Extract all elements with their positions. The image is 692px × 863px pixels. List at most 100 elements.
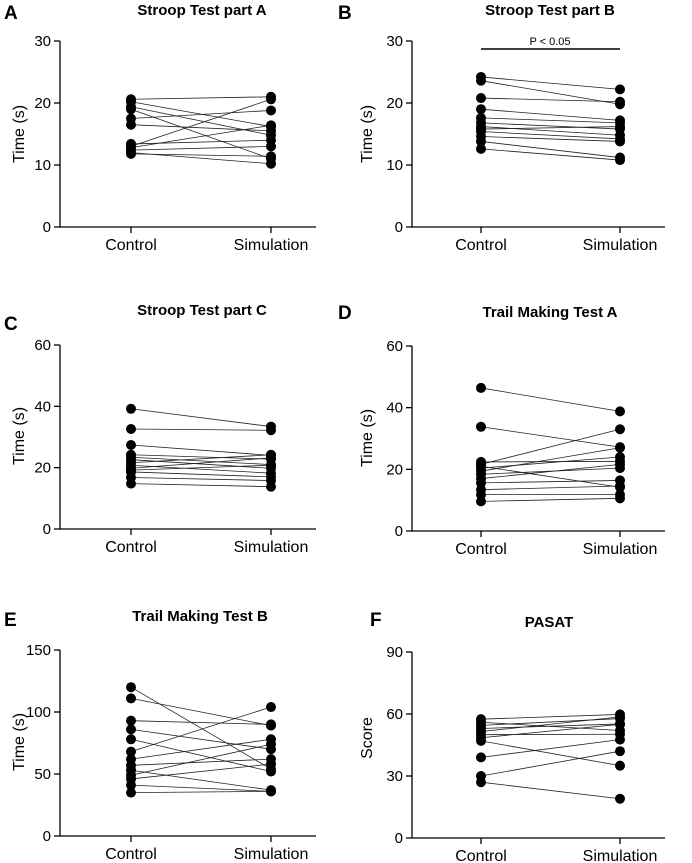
control-point: [126, 119, 136, 130]
simulation-point: [615, 746, 625, 757]
simulation-point: [615, 84, 625, 95]
pair-line: [480, 97, 621, 103]
panel-letter: C: [4, 314, 18, 335]
simulation-point: [266, 766, 276, 777]
simulation-point: [615, 734, 625, 745]
x-tick-label: Control: [455, 237, 507, 254]
pair-line: [130, 96, 272, 100]
pair-line: [130, 464, 272, 471]
pair-line: [480, 723, 621, 729]
simulation-point: [615, 760, 625, 771]
pair-line: [130, 686, 272, 770]
control-point: [126, 746, 136, 757]
pair-line: [480, 740, 621, 767]
simulation-point: [266, 759, 276, 770]
simulation-point: [266, 120, 276, 131]
pair-line: [130, 758, 272, 766]
control-point: [476, 735, 486, 746]
pair-line: [130, 763, 272, 780]
panel-c: C Stroop Test part C Time (s) 0 20 40 60 Con…: [4, 302, 316, 556]
pair-line: [480, 141, 621, 158]
panel-title: Stroop Test part B: [485, 2, 615, 19]
control-point: [476, 382, 486, 393]
y-tick-label: 90: [386, 644, 403, 661]
simulation-point: [615, 96, 625, 107]
control-point: [126, 148, 136, 159]
pair-line: [130, 408, 272, 427]
panel-letter: A: [4, 3, 18, 24]
y-tick-label: 60: [386, 338, 403, 355]
control-point: [476, 421, 486, 432]
pair-line: [480, 714, 621, 720]
pair-line: [130, 428, 272, 431]
pair-line: [130, 124, 272, 149]
control-point: [126, 787, 136, 798]
y-tick-label: 0: [395, 523, 403, 540]
simulation-point: [266, 739, 276, 750]
panel-letter: E: [4, 610, 17, 631]
simulation-point: [615, 711, 625, 722]
control-point: [126, 478, 136, 489]
simulation-point: [615, 493, 625, 504]
panel-title: Trail Making Test B: [132, 608, 268, 625]
y-tick-label: 150: [26, 642, 51, 659]
y-tick-label: 10: [386, 157, 403, 174]
simulation-point: [615, 793, 625, 804]
simulation-point: [266, 719, 276, 730]
simulation-point: [266, 151, 276, 162]
panel-b: B Stroop Test part B Time (s) P < 0.05 0…: [338, 2, 665, 254]
control-point: [476, 93, 486, 104]
pair-line: [130, 110, 272, 119]
pair-line: [130, 790, 272, 793]
control-point: [476, 75, 486, 86]
y-axis-label: Time (s): [11, 407, 28, 465]
control-point: [126, 724, 136, 735]
panel-letter: F: [370, 610, 382, 631]
simulation-point: [266, 481, 276, 492]
simulation-point: [615, 424, 625, 435]
panel-d: D Trail Making Test A Time (s) 0 20 40 60 Co…: [338, 303, 665, 558]
control-point: [126, 424, 136, 435]
pair-line: [480, 781, 621, 800]
pair-line: [480, 723, 621, 739]
x-tick-label: Control: [105, 237, 157, 254]
pair-line: [130, 738, 272, 760]
control-point: [476, 104, 486, 115]
panel-letter: B: [338, 3, 352, 24]
pair-line: [480, 739, 621, 758]
pair-line: [480, 428, 621, 465]
pair-line: [480, 456, 621, 469]
simulation-point: [615, 452, 625, 462]
pair-line: [480, 716, 621, 732]
control-point: [476, 752, 486, 763]
simulation-point: [266, 94, 276, 105]
simulation-point: [615, 121, 625, 132]
control-point: [126, 734, 136, 745]
simulation-point: [266, 452, 276, 463]
y-tick-label: 30: [386, 768, 403, 785]
simulation-point: [266, 425, 276, 436]
significance-annotation: P < 0.05: [529, 36, 570, 48]
panel-a: A Stroop Test part A Time (s) 0 10 20 30 Con…: [4, 2, 620, 254]
control-point: [126, 715, 136, 726]
simulation-point: [615, 136, 625, 147]
control-point: [126, 682, 136, 693]
y-tick-label: 60: [386, 706, 403, 723]
pair-line: [480, 136, 621, 142]
pair-line: [130, 98, 272, 147]
y-tick-label: 40: [34, 398, 51, 415]
pair-line: [480, 117, 621, 124]
y-axis-label: Time (s): [11, 713, 28, 771]
panel-f: F PASAT Score 0 30 60 90 Control Simulation: [359, 610, 665, 863]
x-tick-label: Control: [105, 846, 157, 863]
pair-line: [480, 497, 621, 502]
panel-letter: D: [338, 303, 352, 324]
y-axis-label: Time (s): [11, 105, 28, 163]
y-axis-label: Score: [359, 717, 376, 759]
pair-line: [480, 426, 621, 448]
pair-line: [130, 153, 272, 157]
pair-line: [130, 784, 272, 792]
pair-line: [130, 697, 272, 727]
pair-line: [480, 76, 621, 90]
